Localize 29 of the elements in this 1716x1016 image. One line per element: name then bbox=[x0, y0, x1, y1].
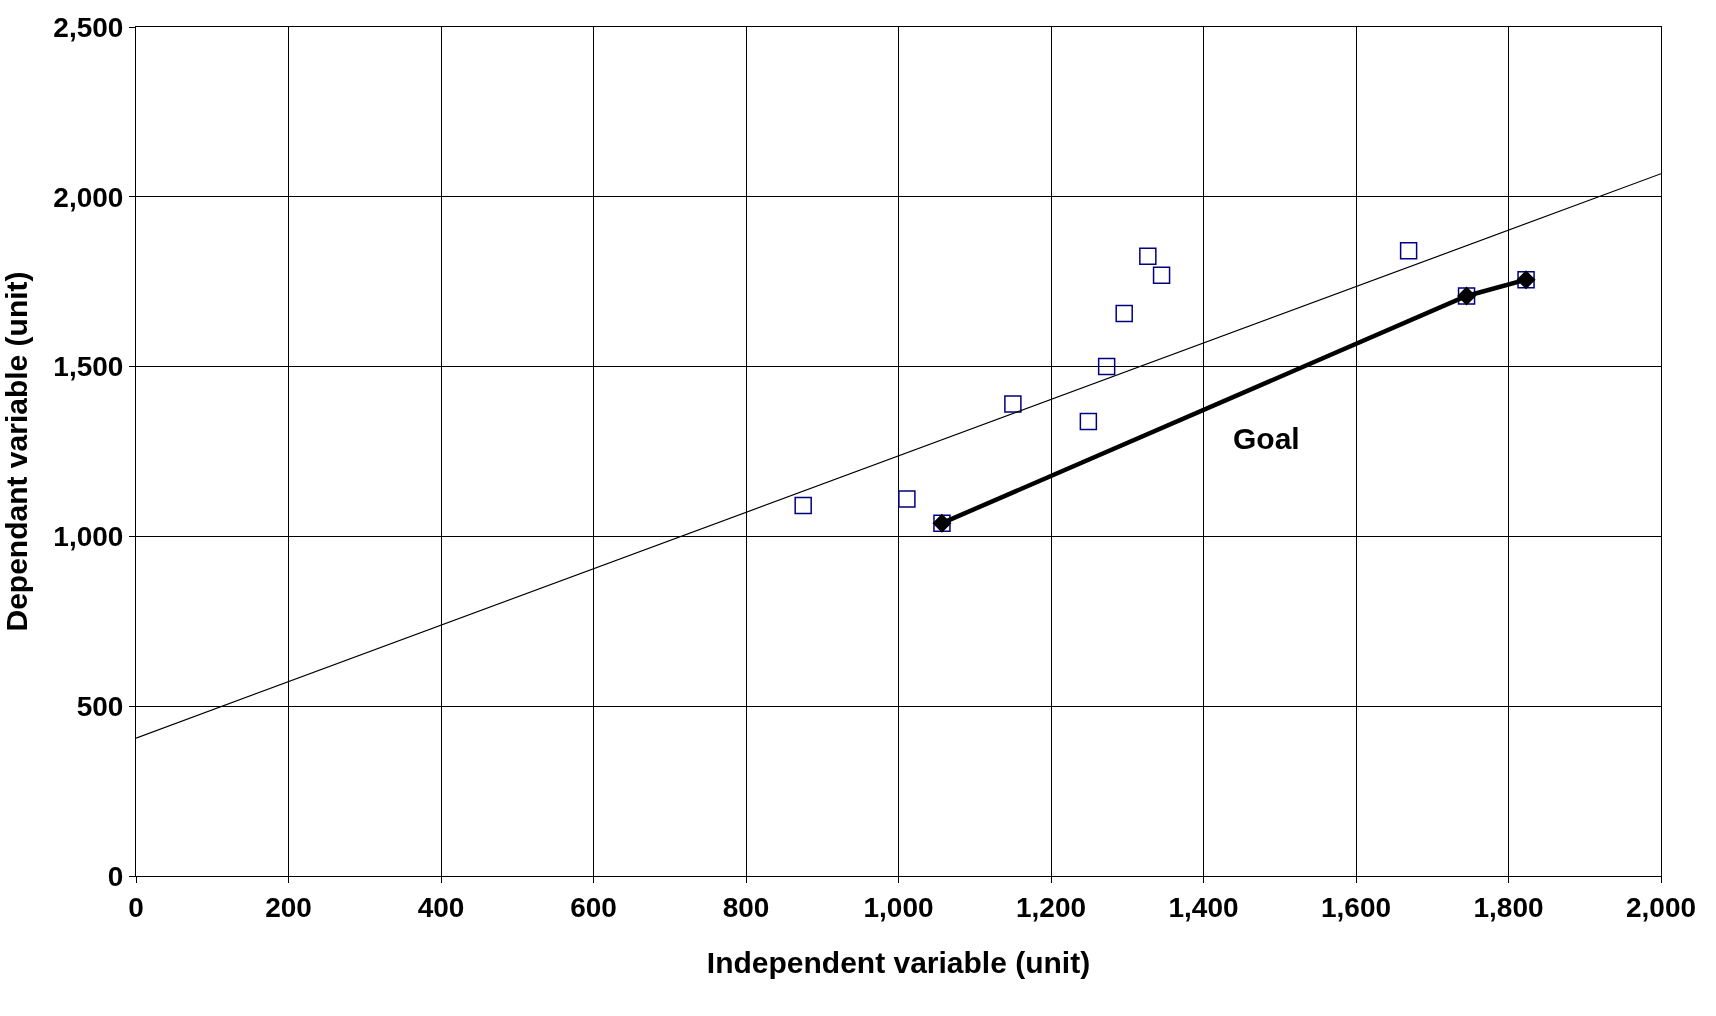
x-tick-label: 800 bbox=[722, 891, 770, 923]
x-tick-label: 2,000 bbox=[1625, 891, 1697, 923]
x-tick-label: 200 bbox=[265, 891, 312, 923]
x-tick-label: 0 bbox=[128, 891, 144, 923]
point bbox=[1399, 242, 1418, 260]
x-tick-label: 1,400 bbox=[1168, 891, 1239, 923]
point bbox=[1139, 247, 1157, 265]
x-tick-label: 1,000 bbox=[863, 891, 934, 923]
x-tick-label: 400 bbox=[417, 891, 465, 923]
point bbox=[1079, 412, 1098, 431]
point bbox=[794, 496, 812, 515]
annotation: Goal bbox=[1233, 422, 1300, 455]
x-tick-label: 1,200 bbox=[1015, 891, 1087, 923]
x-tick-label: 1,600 bbox=[1320, 891, 1392, 923]
y-tick-label: 2,500 bbox=[53, 11, 124, 43]
point bbox=[1097, 357, 1116, 376]
y-tick-label: 0 bbox=[107, 860, 124, 892]
x-axis-title: Independent variable (unit) bbox=[706, 946, 1091, 980]
y-tick-label: 1,000 bbox=[53, 521, 124, 553]
x-tick-label: 600 bbox=[570, 891, 617, 923]
point bbox=[1115, 304, 1133, 323]
x-tick-label: 1,800 bbox=[1473, 891, 1544, 923]
y-axis-title: Dependant variable (unit) bbox=[0, 271, 33, 632]
y-tick-label: 2,000 bbox=[53, 181, 124, 213]
y-tick-label: 1,500 bbox=[53, 351, 124, 383]
point bbox=[1152, 266, 1171, 284]
point bbox=[898, 490, 916, 508]
y-tick-label: 500 bbox=[76, 691, 124, 722]
point bbox=[1004, 395, 1022, 413]
